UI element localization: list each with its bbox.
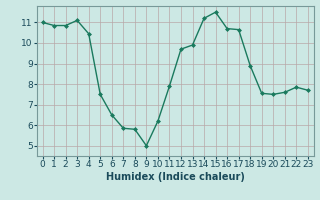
- X-axis label: Humidex (Indice chaleur): Humidex (Indice chaleur): [106, 172, 244, 182]
